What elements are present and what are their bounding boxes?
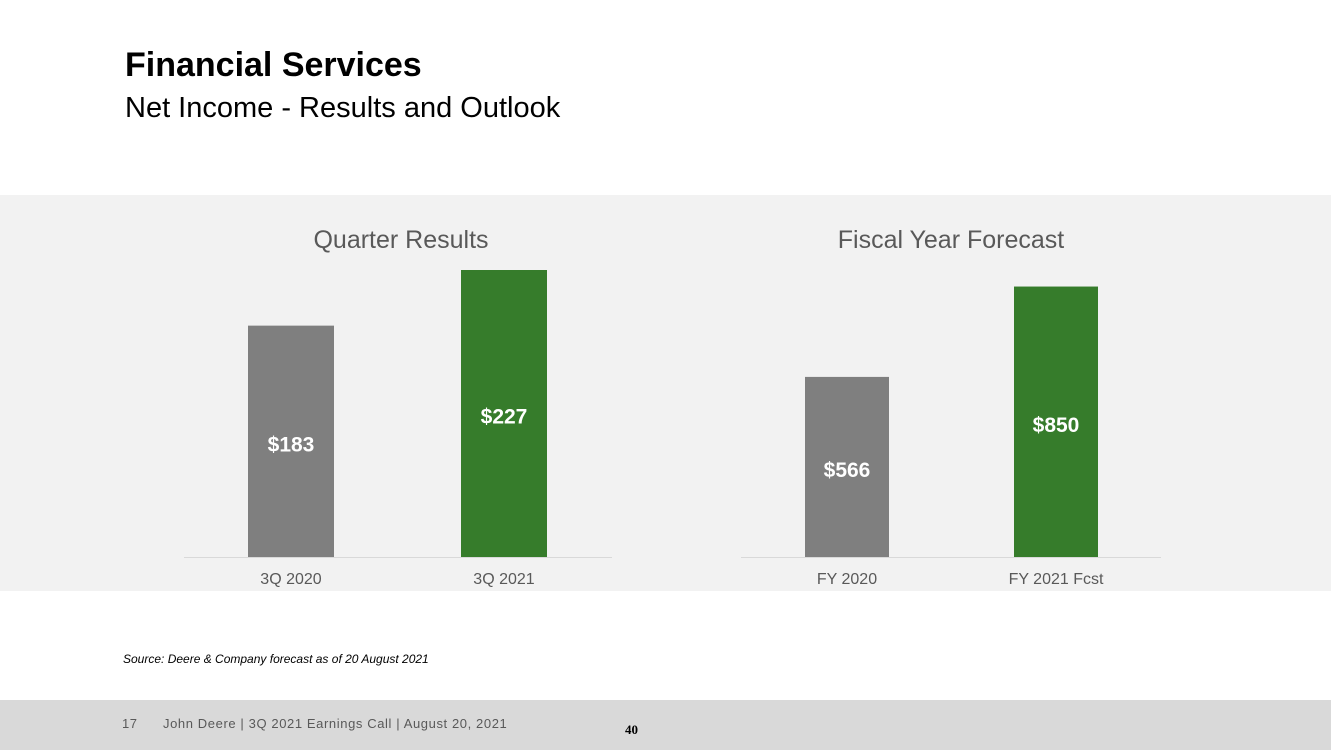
chart-title-0: Quarter Results (313, 226, 488, 254)
page-subtitle: Net Income - Results and Outlook (125, 92, 561, 124)
footer-page-number: 17 (122, 716, 138, 731)
bar-value-label-1-0: $566 (824, 459, 871, 482)
page-title: Financial Services (125, 46, 422, 84)
bar-value-label-0-1: $227 (481, 406, 528, 429)
source-note: Source: Deere & Company forecast as of 2… (123, 652, 429, 666)
category-label-1-1: FY 2021 Fcst (1009, 571, 1104, 588)
bar-0-0 (248, 325, 334, 557)
chart-band: Quarter Results $183 3Q 2020 $227 3Q 2021 Fis… (0, 195, 1331, 591)
footer-slide-number: 40 (625, 722, 638, 737)
category-label-0-1: 3Q 2021 (473, 571, 534, 588)
bar-value-label-1-1: $850 (1033, 414, 1080, 437)
category-label-0-0: 3Q 2020 (260, 571, 321, 588)
bar-value-label-0-0: $183 (268, 433, 315, 456)
category-label-1-0: FY 2020 (817, 571, 877, 588)
bar-1-0 (805, 376, 889, 557)
charts-svg: Quarter Results $183 3Q 2020 $227 3Q 2021 Fis… (184, 226, 1161, 588)
bar-1-1 (1014, 286, 1098, 557)
chart-title-1: Fiscal Year Forecast (838, 226, 1065, 254)
bar-0-1 (461, 270, 547, 557)
footer-text: John Deere | 3Q 2021 Earnings Call | Aug… (163, 716, 508, 731)
footer-bar: 17 John Deere | 3Q 2021 Earnings Call | … (0, 700, 1331, 750)
